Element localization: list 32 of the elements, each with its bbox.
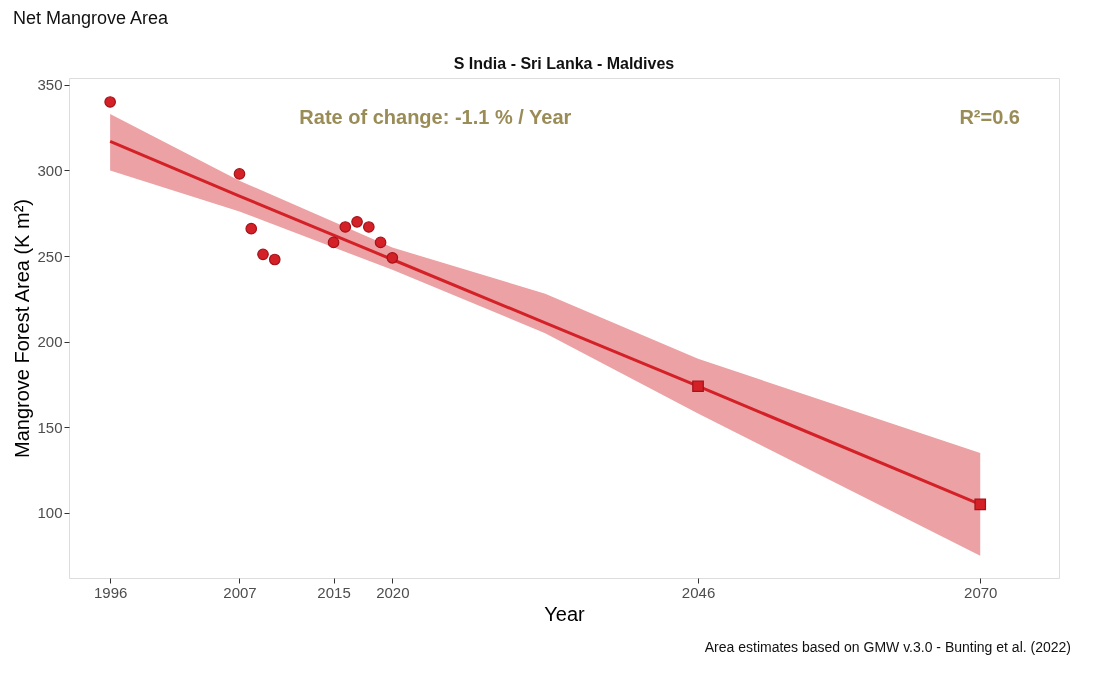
- point: [327, 236, 340, 249]
- chart-title: Net Mangrove Area: [12, 8, 170, 28]
- y-tick-label: 350: [37, 76, 63, 94]
- chart-subtitle: S India - Sri Lanka - Maldives: [453, 55, 675, 72]
- point: [339, 221, 352, 233]
- point: [374, 236, 387, 249]
- y-tick-label: 200: [37, 333, 63, 351]
- x-tick-label: 1996: [93, 583, 128, 601]
- point: [692, 380, 704, 393]
- x-tick-label: 2070: [964, 583, 998, 601]
- y-tick-label: 100: [37, 504, 63, 522]
- point: [104, 96, 116, 108]
- point: [974, 498, 987, 511]
- y-axis-title: Mangrove Forest Area (K m²): [11, 199, 34, 458]
- x-tick-label: 2046: [681, 583, 716, 601]
- x-tick-label: 2015: [317, 583, 351, 601]
- y-tick-label: 250: [37, 247, 63, 265]
- text: Area estimates based on GMW v.3.0 - Bunting et al. (2022): [704, 639, 1071, 655]
- y-tick-label: 150: [37, 418, 63, 436]
- x-axis-title: Year: [544, 602, 586, 625]
- point: [351, 216, 363, 228]
- point: [268, 253, 281, 266]
- annotation: R²=0.6: [959, 106, 1020, 128]
- point: [257, 248, 269, 261]
- x-tick-label: 2020: [376, 583, 410, 601]
- point: [362, 221, 375, 233]
- x-tick-label: 2007: [223, 583, 257, 601]
- annotation: Rate of change: -1.1 % / Year: [299, 106, 572, 128]
- point: [245, 222, 258, 235]
- y-tick-label: 300: [37, 161, 63, 179]
- point: [386, 251, 399, 264]
- point: [233, 168, 246, 180]
